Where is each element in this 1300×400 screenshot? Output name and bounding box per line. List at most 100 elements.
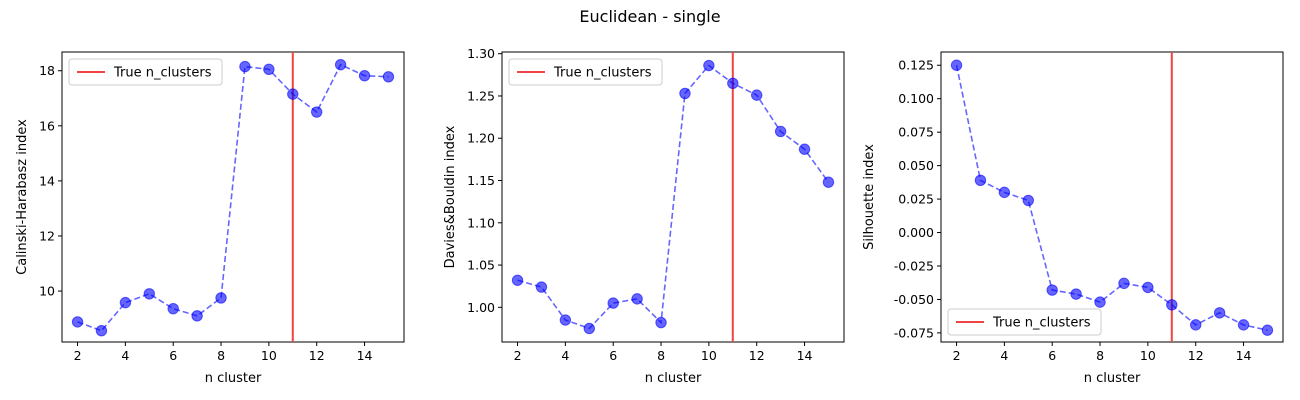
series-line: [77, 63, 389, 332]
x-tick-label: 12: [1188, 348, 1204, 363]
x-tick-label: 8: [657, 348, 665, 363]
data-point: [950, 59, 963, 71]
figure-title: Euclidean - single: [579, 7, 720, 26]
data-point: [1142, 281, 1154, 294]
x-tick-label: 10: [261, 348, 277, 363]
data-point: [263, 63, 275, 76]
data-point: [382, 71, 395, 83]
data-point: [358, 69, 371, 82]
x-axis-label: n cluster: [1084, 371, 1141, 386]
legend-box: [68, 58, 223, 86]
legend-label: True n_clusters: [553, 66, 652, 81]
data-point: [798, 143, 811, 155]
data-point: [1094, 296, 1106, 308]
x-tick-label: 14: [1236, 348, 1252, 363]
data-point: [727, 77, 739, 89]
data-point: [822, 176, 835, 188]
data-point: [1190, 319, 1202, 331]
x-tick-label: 4: [1000, 348, 1008, 363]
axes-frame: [940, 51, 1284, 343]
data-point: [631, 293, 643, 305]
y-tick-label: 1.05: [467, 258, 495, 273]
data-point: [215, 292, 227, 304]
y-tick-label: 1.15: [467, 173, 495, 188]
y-tick-label: 10: [39, 284, 55, 299]
data-point: [679, 87, 691, 100]
data-point: [751, 89, 763, 101]
data-point: [334, 58, 347, 71]
x-tick-label: 2: [514, 348, 522, 363]
subplot-2: 2 4 6 8 10 12 14 1.00 1.05 1.10 1.15 1.20 1.25 1.30 n …: [443, 46, 845, 386]
x-tick-label: 4: [121, 348, 129, 363]
y-tick-label: 14: [39, 173, 55, 188]
legend: True n_clusters: [68, 58, 223, 86]
data-point: [1118, 277, 1130, 290]
y-tick-label: 1.30: [467, 46, 495, 61]
y-tick-label: -0.050: [894, 292, 934, 307]
legend: True n_clusters: [508, 58, 663, 86]
data-point: [559, 314, 572, 326]
data-point: [998, 186, 1011, 199]
y-tick-label: 0.050: [898, 158, 934, 173]
y-tick-label: -0.025: [894, 258, 934, 273]
y-tick-label: 0.125: [898, 58, 934, 73]
data-point: [1022, 194, 1034, 207]
data-point: [1166, 299, 1178, 311]
x-tick-label: 10: [701, 348, 717, 363]
y-tick-label: 0.100: [898, 91, 934, 106]
x-tick-label: 4: [561, 348, 569, 363]
subplot-1: 2 4 6 8 10 12 14 10 12 14 16 18 n cluster Calinski-Ha…: [15, 51, 405, 386]
x-tick-label: 12: [309, 348, 325, 363]
data-point: [311, 106, 323, 118]
y-tick-label: 1.10: [467, 215, 495, 230]
y-tick-label: 1.00: [467, 300, 495, 315]
legend: True n_clusters: [947, 308, 1102, 336]
data-point: [583, 322, 595, 335]
data-point: [71, 316, 84, 328]
x-tick-label: 6: [609, 348, 617, 363]
data-point: [1070, 288, 1082, 300]
x-tick-label: 12: [749, 348, 765, 363]
x-tick-label: 6: [169, 348, 177, 363]
y-axis-label: Davies&Bouldin index: [443, 125, 458, 268]
y-tick-label: 18: [39, 63, 55, 78]
data-point: [511, 274, 524, 286]
data-point: [95, 325, 108, 337]
legend-box: [508, 58, 663, 86]
y-tick-label: -0.075: [894, 325, 934, 340]
y-tick-label: 1.25: [467, 88, 495, 103]
data-point: [191, 310, 203, 322]
data-point: [119, 296, 132, 309]
data-point: [535, 281, 548, 293]
data-point: [143, 288, 155, 300]
x-tick-label: 2: [74, 348, 82, 363]
x-tick-label: 2: [953, 348, 961, 363]
y-tick-label: 0.025: [898, 192, 934, 207]
legend-box: [947, 308, 1102, 336]
x-tick-label: 10: [1140, 348, 1156, 363]
data-point: [239, 60, 251, 73]
subplots: 2 4 6 8 10 12 14 10 12 14 16 18 n cluster Calinski-Ha…: [15, 46, 1284, 386]
x-tick-label: 14: [357, 348, 373, 363]
axes-frame: [501, 51, 845, 343]
data-point: [1237, 319, 1250, 331]
legend-label: True n_clusters: [113, 66, 212, 81]
data-point: [1213, 307, 1226, 319]
x-axis-label: n cluster: [645, 371, 702, 386]
y-tick-label: 16: [39, 118, 55, 133]
y-tick-label: 1.20: [467, 131, 495, 146]
data-point: [287, 88, 299, 100]
series-line: [517, 64, 830, 330]
y-tick-label: 12: [39, 228, 55, 243]
data-point: [774, 125, 787, 138]
data-point: [1046, 284, 1058, 296]
x-tick-label: 6: [1048, 348, 1056, 363]
data-point: [167, 302, 179, 315]
data-point: [703, 59, 715, 72]
y-tick-label: 0.075: [898, 125, 934, 140]
legend-label: True n_clusters: [992, 316, 1091, 331]
x-axis-label: n cluster: [205, 371, 262, 386]
y-tick-label: 0.000: [898, 225, 934, 240]
x-tick-label: 8: [217, 348, 225, 363]
